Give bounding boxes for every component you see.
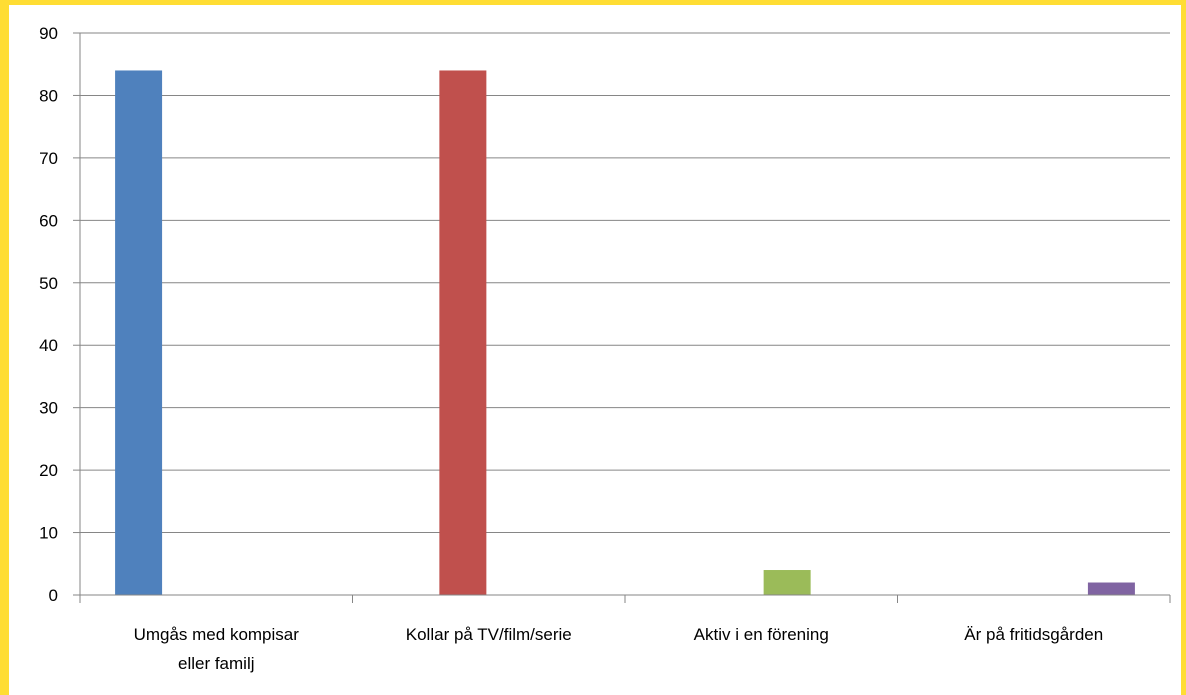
x-category-label: Umgås med kompisar eller familj — [134, 625, 300, 673]
x-category-label-line: Är på fritidsgården — [964, 625, 1103, 644]
y-tick-label: 80 — [39, 86, 58, 105]
y-tick-label: 60 — [39, 211, 58, 230]
bar — [439, 70, 487, 595]
bars — [115, 70, 1135, 595]
x-category-label: Är på fritidsgården — [964, 625, 1103, 644]
labels: 0 10 20 30 40 50 60 70 80 90 Umgås med kompisar ell… — [39, 24, 1103, 673]
gridlines — [80, 32, 1170, 534]
y-tick-label: 0 — [49, 586, 58, 605]
bar — [115, 70, 163, 595]
x-category-label: Aktiv i en förening — [694, 625, 829, 644]
x-category-label: Kollar på TV/film/serie — [406, 625, 572, 644]
axes — [73, 32, 1171, 603]
bar — [763, 570, 811, 595]
x-category-label-line: eller familj — [178, 654, 255, 673]
y-tick-label: 10 — [39, 524, 58, 543]
y-tick-label: 40 — [39, 336, 58, 355]
y-tick-label: 30 — [39, 399, 58, 418]
x-category-label-line: Aktiv i en förening — [694, 625, 829, 644]
bar — [1087, 582, 1135, 595]
y-tick-label: 90 — [39, 24, 58, 43]
y-tick-label: 20 — [39, 461, 58, 480]
y-tick-label: 50 — [39, 274, 58, 293]
x-category-label-line: Kollar på TV/film/serie — [406, 625, 572, 644]
x-category-label-line: Umgås med kompisar — [134, 625, 300, 644]
y-tick-label: 70 — [39, 149, 58, 168]
